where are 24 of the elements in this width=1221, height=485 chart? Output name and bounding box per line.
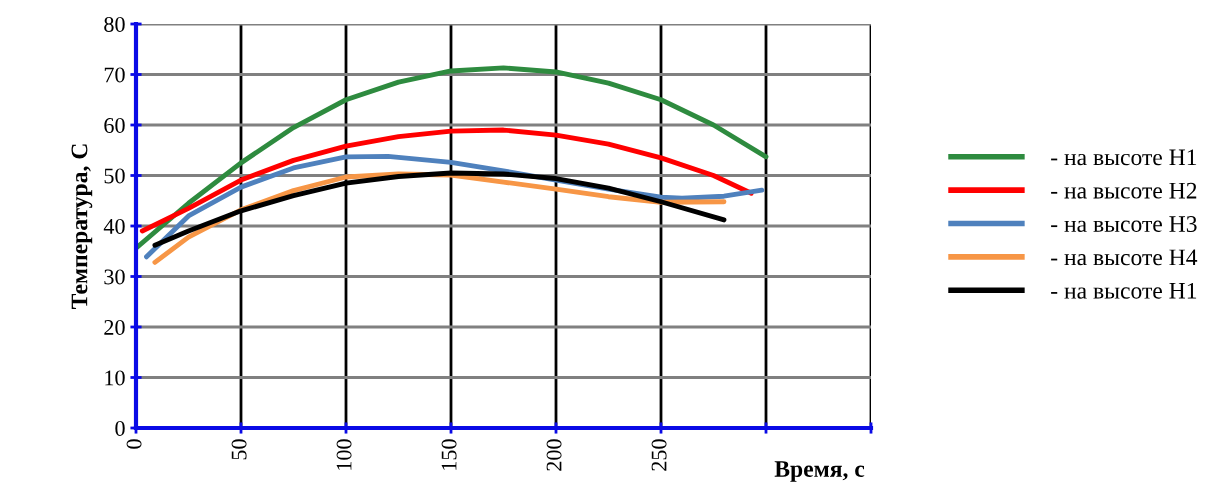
legend-label: - на высоте Н1 xyxy=(1051,149,1197,166)
x-tick-label: 150 xyxy=(441,439,457,470)
x-tick-label: 0 xyxy=(126,439,142,449)
x-tick-label: 200 xyxy=(546,439,562,471)
x-tick-label: 50 xyxy=(231,439,247,460)
y-axis-title: Температура, С xyxy=(71,144,93,309)
y-tick-label: 30 xyxy=(104,269,125,285)
legend-label: - на высоте Н3 xyxy=(1051,216,1197,232)
y-tick-label: 50 xyxy=(104,168,125,184)
y-tick-label: 60 xyxy=(104,117,125,133)
y-tick-label: 10 xyxy=(105,370,125,386)
line-series xyxy=(139,127,754,234)
y-tick-label: 40 xyxy=(103,218,125,234)
y-tick-label: 0 xyxy=(115,420,125,436)
line-series xyxy=(136,65,769,251)
legend-label: - на высоте Н4 xyxy=(1051,249,1198,266)
legend-label: - на высоте Н1 xyxy=(1051,282,1197,299)
y-tick-label: 80 xyxy=(104,16,125,32)
y-tick-label: 20 xyxy=(104,319,125,335)
x-tick-label: 250 xyxy=(651,439,667,471)
x-tick-label: 100 xyxy=(336,439,352,470)
legend-label: - на высоте Н2 xyxy=(1051,182,1197,199)
x-axis-title: Время, с xyxy=(774,461,865,482)
y-tick-label: 70 xyxy=(104,67,125,83)
